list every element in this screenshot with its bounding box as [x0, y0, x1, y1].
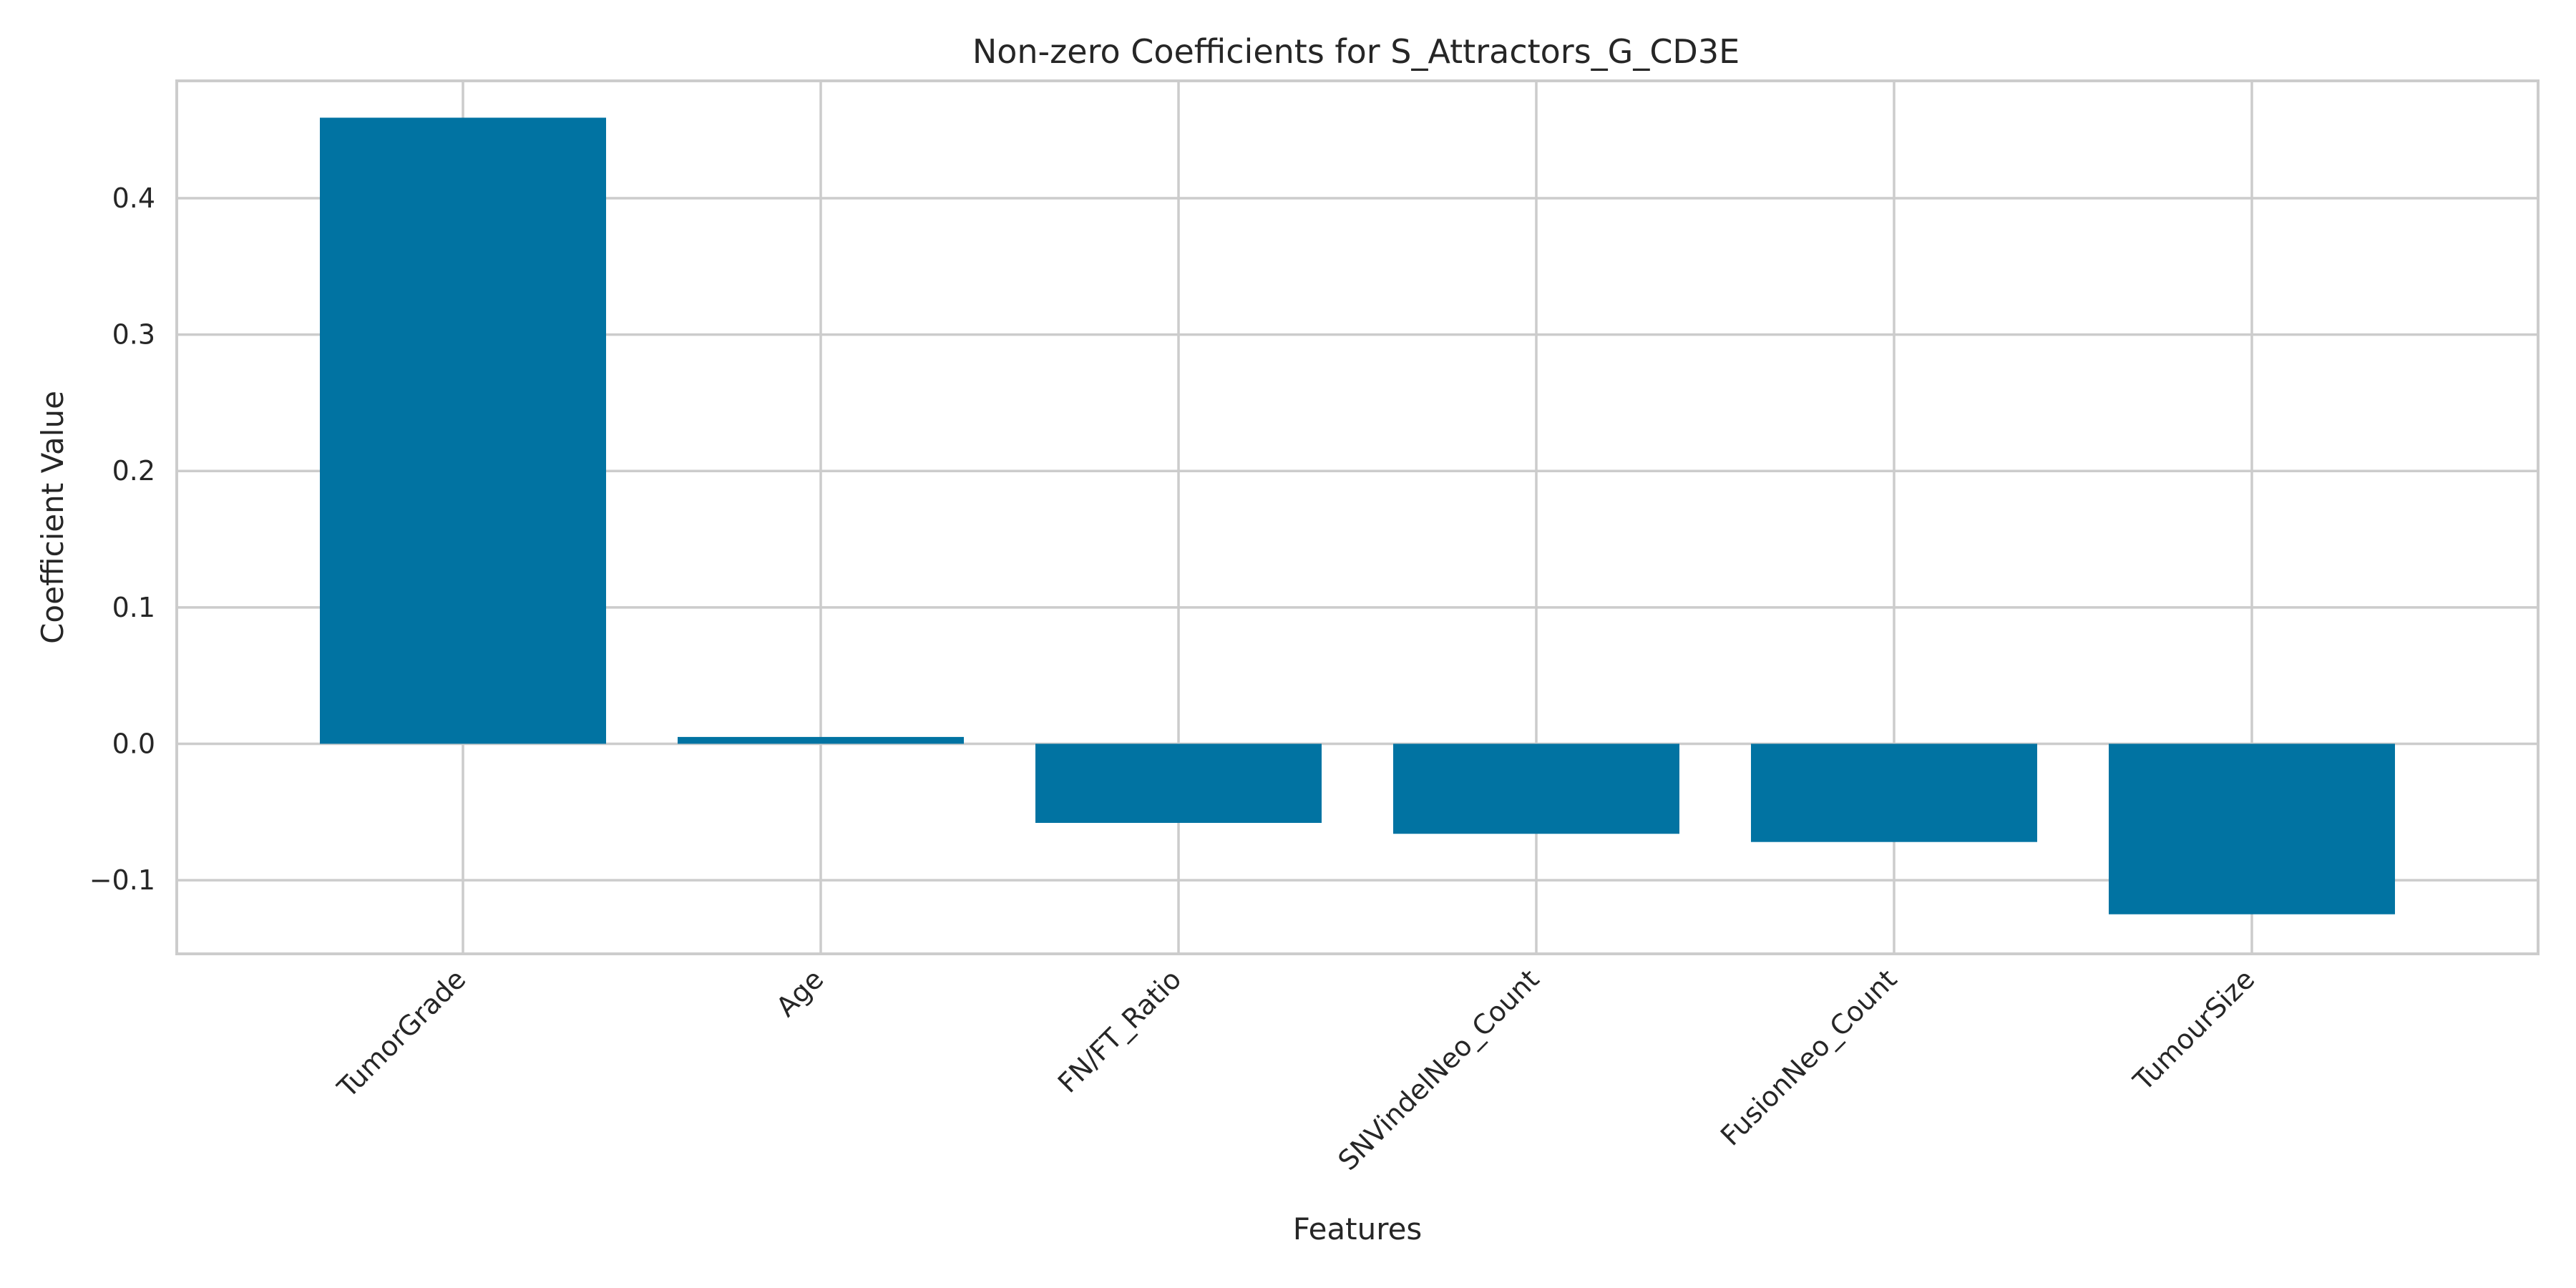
x-axis-title: Features [1293, 1211, 1423, 1246]
y-axis-title: Coefficient Value [35, 391, 70, 644]
bar [320, 117, 606, 744]
y-tick-label: −0.1 [89, 864, 155, 896]
y-tick-label: 0.2 [112, 455, 155, 487]
bar [678, 736, 964, 744]
y-tick-label: 0.3 [112, 319, 155, 351]
chart-title: Non-zero Coefficients for S_Attractors_G… [972, 32, 1740, 71]
bar [2109, 743, 2395, 914]
y-tick-label: 0.0 [112, 728, 155, 759]
bar [1751, 743, 2037, 842]
plot-frame [175, 79, 2540, 955]
y-tick-label: 0.4 [112, 182, 155, 214]
y-tick-label: 0.1 [112, 592, 155, 623]
bar [1035, 743, 1322, 823]
bar [1393, 743, 1679, 834]
